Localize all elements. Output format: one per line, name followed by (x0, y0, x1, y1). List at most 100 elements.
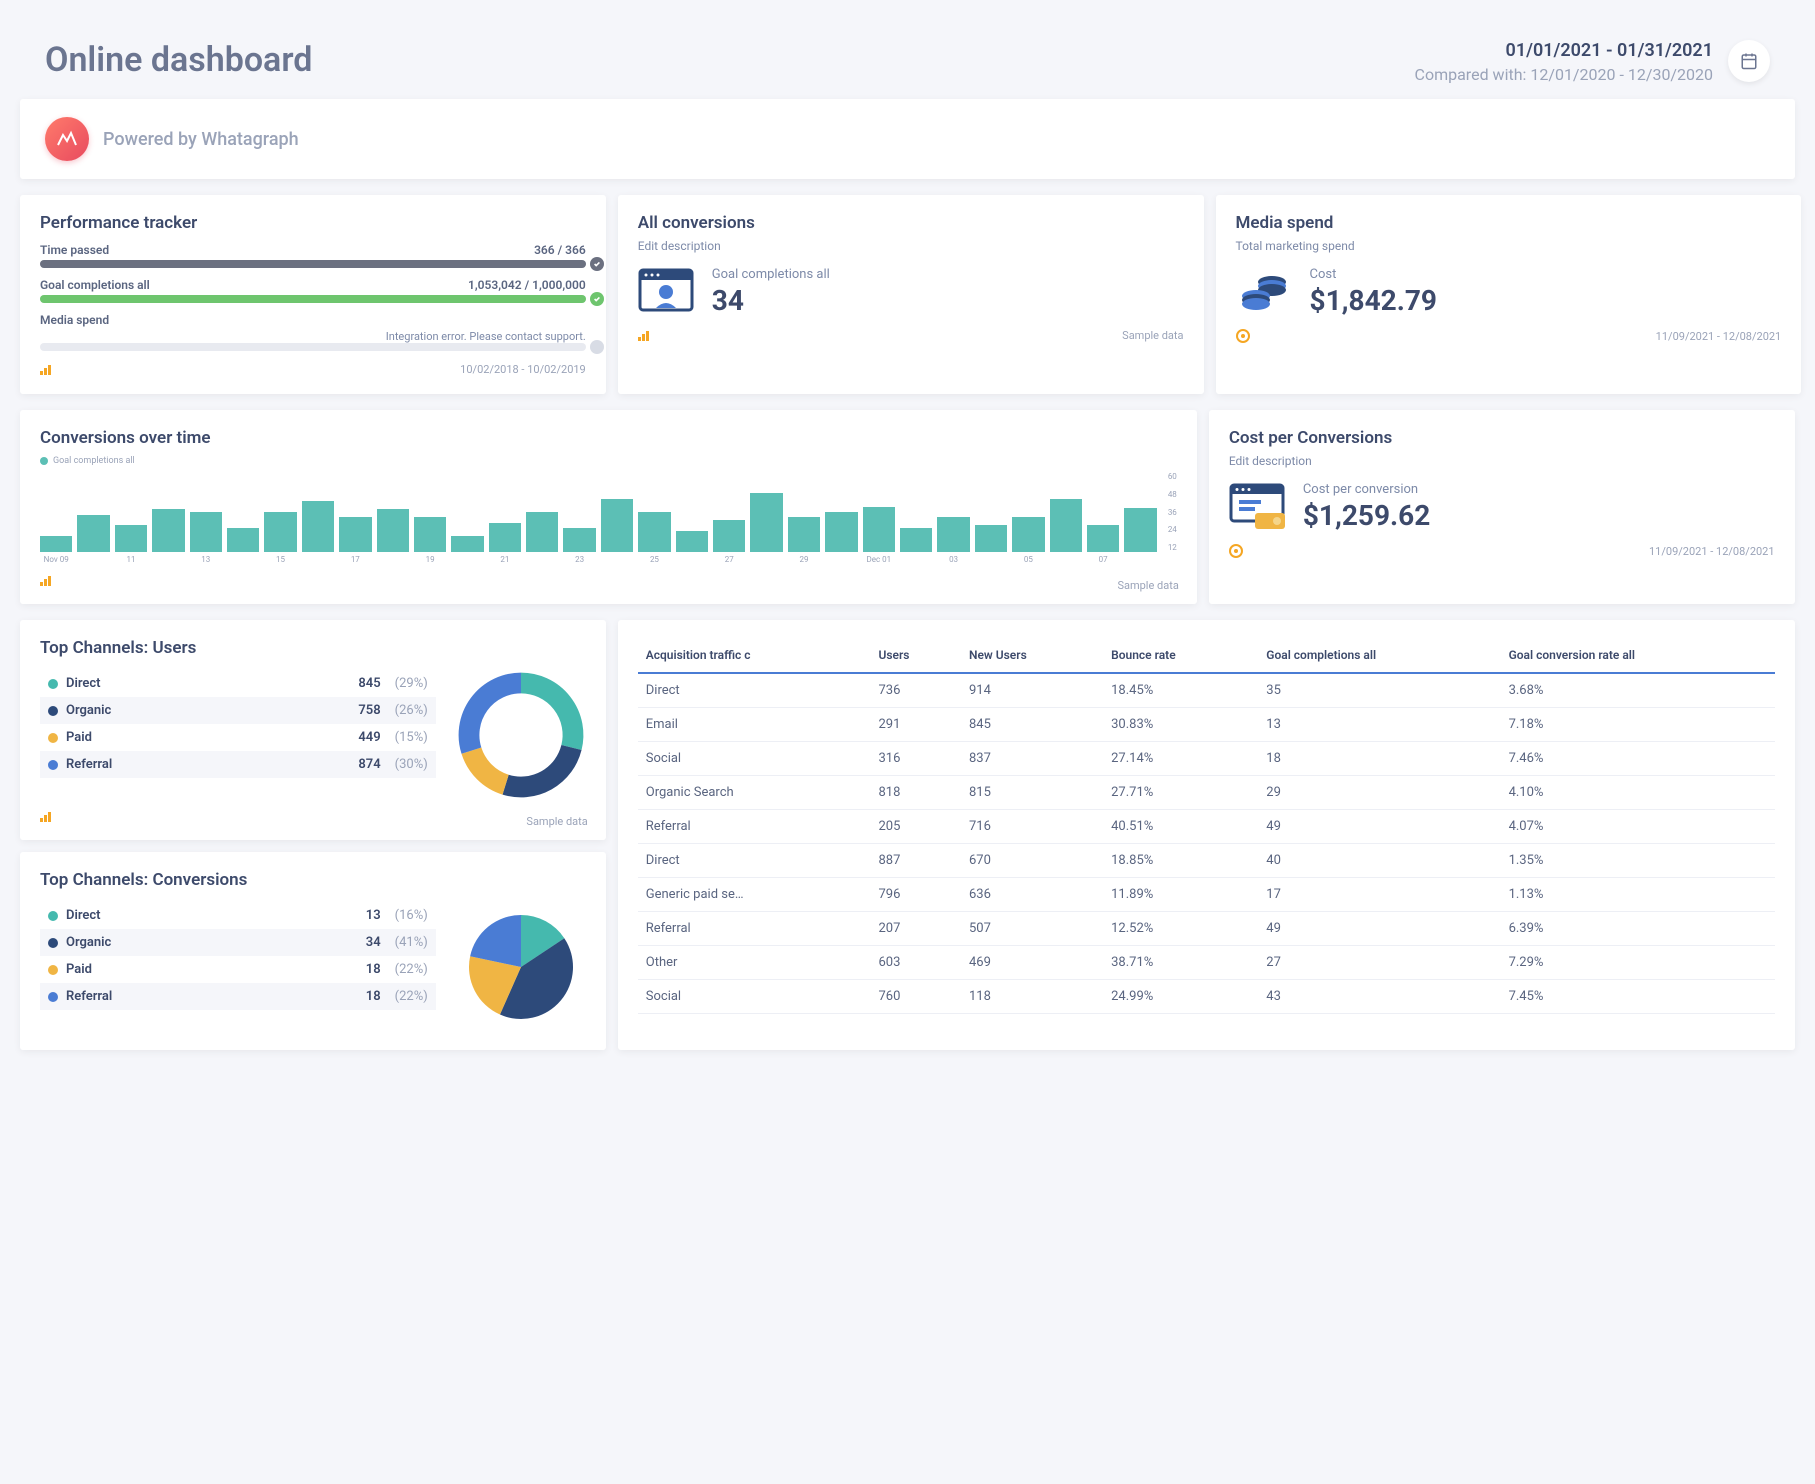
table-header[interactable]: Goal completions all (1258, 638, 1500, 673)
bar-chart: 6048362412 (40, 472, 1177, 552)
table-cell: Generic paid se… (638, 878, 871, 912)
channels-table-card: Acquisition traffic cUsersNew UsersBounc… (618, 620, 1795, 1050)
table-header[interactable]: Goal conversion rate all (1501, 638, 1775, 673)
table-cell: 118 (961, 980, 1103, 1014)
card-title: All conversions (638, 213, 1184, 233)
table-row[interactable]: Referral20750712.52%496.39% (638, 912, 1775, 946)
legend-row: Paid18(22%) (40, 956, 436, 983)
chart-bar (77, 515, 109, 552)
metric-value: $1,259.62 (1303, 499, 1430, 532)
legend-pct: (15%) (395, 730, 428, 745)
browser-wallet-icon (1229, 483, 1285, 531)
sample-data-label: Sample data (1117, 579, 1178, 592)
card-title: Performance tracker (40, 213, 586, 233)
media-spend-card: Media spend Total marketing spend Cost $… (1216, 195, 1802, 394)
edit-description[interactable]: Edit description (1229, 454, 1775, 468)
table-cell: 887 (870, 844, 961, 878)
chart-bar (825, 512, 857, 552)
legend-dot (48, 911, 58, 921)
table-row[interactable]: Generic paid se…79663611.89%171.13% (638, 878, 1775, 912)
table-cell: Organic Search (638, 776, 871, 810)
performance-tracker-card: Performance tracker Time passed366 / 366… (20, 195, 606, 394)
legend-name: Referral (66, 989, 358, 1004)
card-title: Cost per Conversions (1229, 428, 1775, 448)
chart-bar (264, 512, 296, 552)
legend-name: Referral (66, 757, 350, 772)
table-cell: 18 (1258, 742, 1500, 776)
edit-description[interactable]: Edit description (638, 239, 1184, 253)
table-cell: Referral (638, 810, 871, 844)
table-cell: 291 (870, 708, 961, 742)
table-header[interactable]: New Users (961, 638, 1103, 673)
table-cell: 760 (870, 980, 961, 1014)
table-header[interactable]: Users (870, 638, 961, 673)
table-cell: 1.13% (1501, 878, 1775, 912)
table-row[interactable]: Direct88767018.85%401.35% (638, 844, 1775, 878)
legend-dot (48, 679, 58, 689)
card-title: Conversions over time (40, 428, 1177, 448)
table-cell: 43 (1258, 980, 1500, 1014)
table-header[interactable]: Bounce rate (1103, 638, 1258, 673)
bar-chart-icon (40, 576, 51, 586)
chart-bar (302, 501, 334, 552)
cost-per-conversion-card: Cost per Conversions Edit description Co… (1209, 410, 1795, 604)
table-row[interactable]: Social31683727.14%187.46% (638, 742, 1775, 776)
legend-name: Direct (66, 908, 358, 923)
legend-pct: (29%) (395, 676, 428, 691)
metric-label: Cost (1310, 267, 1437, 282)
table-cell: 24.99% (1103, 980, 1258, 1014)
table-row[interactable]: Referral20571640.51%494.07% (638, 810, 1775, 844)
metric-value: 34 (712, 284, 830, 317)
check-icon (590, 292, 604, 306)
top-channels-users-card: Top Channels: Users Direct845(29%)Organi… (20, 620, 606, 840)
table-cell: 815 (961, 776, 1103, 810)
table-cell: 7.45% (1501, 980, 1775, 1014)
table-cell: 469 (961, 946, 1103, 980)
chart-bar (489, 523, 521, 552)
legend-count: 18 (366, 989, 381, 1004)
browser-person-icon (638, 268, 694, 316)
table-header[interactable]: Acquisition traffic c (638, 638, 871, 673)
table-cell: 796 (870, 878, 961, 912)
table-cell: Other (638, 946, 871, 980)
metric-value: $1,842.79 (1310, 284, 1437, 317)
pie-chart (456, 902, 586, 1032)
date-range: 01/01/2021 - 01/31/2021 (1415, 40, 1713, 61)
table-row[interactable]: Other60346938.71%277.29% (638, 946, 1775, 980)
chart-bar (638, 512, 670, 552)
bar-chart-icon (638, 331, 649, 341)
table-row[interactable]: Direct73691418.45%353.68% (638, 673, 1775, 708)
top-channels-conversions-card: Top Channels: Conversions Direct13(16%)O… (20, 852, 606, 1050)
legend-row: Organic758(26%) (40, 697, 436, 724)
table-cell: Email (638, 708, 871, 742)
legend-dot (40, 457, 48, 465)
compare-range: Compared with: 12/01/2020 - 12/30/2020 (1415, 65, 1713, 84)
table-row[interactable]: Email29184530.83%137.18% (638, 708, 1775, 742)
table-cell: 736 (870, 673, 961, 708)
chart-bar (788, 517, 820, 552)
table-cell: 7.18% (1501, 708, 1775, 742)
table-cell: 1.35% (1501, 844, 1775, 878)
table-cell: 670 (961, 844, 1103, 878)
tracker-label: Media spend (40, 313, 109, 327)
legend-pct: (26%) (395, 703, 428, 718)
chart-bar (115, 525, 147, 552)
table-cell: 38.71% (1103, 946, 1258, 980)
legend-count: 449 (358, 730, 380, 745)
ring-icon (1236, 329, 1250, 343)
table-row[interactable]: Social76011824.99%437.45% (638, 980, 1775, 1014)
check-icon (590, 257, 604, 271)
chart-bar (676, 531, 708, 552)
chart-bar (863, 507, 895, 552)
tracker-value: 366 / 366 (534, 243, 586, 257)
legend-dot (48, 760, 58, 770)
table-row[interactable]: Organic Search81881527.71%294.10% (638, 776, 1775, 810)
conversions-over-time-card: Conversions over time Goal completions a… (20, 410, 1197, 604)
table-cell: 13 (1258, 708, 1500, 742)
sample-data-label: Sample data (1122, 329, 1183, 342)
calendar-button[interactable] (1728, 40, 1770, 82)
chart-bar (152, 509, 184, 552)
bar-chart-icon (40, 365, 51, 375)
status-dot (590, 340, 604, 354)
chart-bar (339, 517, 371, 552)
